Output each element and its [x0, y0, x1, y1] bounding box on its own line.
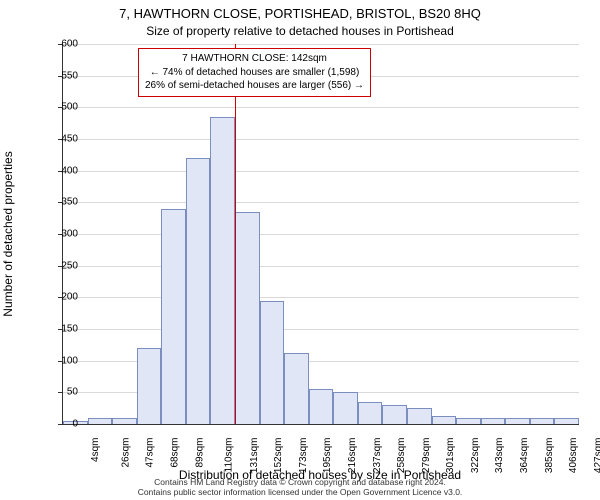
histogram-bar [161, 209, 186, 424]
annotation-line3: 26% of semi-detached houses are larger (… [145, 79, 364, 93]
y-tick-label: 400 [38, 165, 78, 176]
histogram-bar [407, 408, 432, 424]
y-tick-label: 500 [38, 102, 78, 113]
histogram-bar [382, 405, 407, 424]
x-tick-label: 4sqm [90, 438, 101, 462]
histogram-bar [505, 418, 530, 424]
histogram-bar [333, 392, 358, 424]
gridline [63, 202, 579, 203]
histogram-bar [88, 418, 113, 424]
y-tick-label: 300 [38, 229, 78, 240]
reference-line [235, 44, 236, 424]
histogram-bar [186, 158, 211, 424]
gridline [63, 266, 579, 267]
annotation-box: 7 HAWTHORN CLOSE: 142sqm← 74% of detache… [138, 48, 371, 97]
histogram-bar [432, 416, 457, 424]
y-tick-label: 50 [38, 387, 78, 398]
histogram-bar [358, 402, 383, 424]
histogram-bar [137, 348, 162, 424]
footer-line1: Contains HM Land Registry data © Crown c… [154, 477, 446, 487]
footer-attribution: Contains HM Land Registry data © Crown c… [0, 477, 600, 498]
gridline [63, 234, 579, 235]
y-tick-label: 100 [38, 355, 78, 366]
title-main: 7, HAWTHORN CLOSE, PORTISHEAD, BRISTOL, … [0, 6, 600, 21]
histogram-bar [481, 418, 506, 424]
y-tick-label: 550 [38, 70, 78, 81]
annotation-line2: ← 74% of detached houses are smaller (1,… [145, 66, 364, 80]
x-tick-label: 89sqm [194, 438, 205, 468]
histogram-bar [456, 418, 481, 424]
histogram-bar [530, 418, 555, 424]
y-tick-label: 200 [38, 292, 78, 303]
footer-line2: Contains public sector information licen… [138, 487, 463, 497]
y-tick-label: 350 [38, 197, 78, 208]
histogram-bar [210, 117, 235, 424]
x-tick-label: 427sqm [593, 438, 600, 474]
gridline [63, 139, 579, 140]
x-tick-label: 47sqm [145, 438, 156, 468]
y-tick-label: 150 [38, 324, 78, 335]
gridline [63, 329, 579, 330]
histogram-bar [235, 212, 260, 424]
gridline [63, 171, 579, 172]
histogram-bar [284, 353, 309, 424]
y-tick-label: 0 [38, 419, 78, 430]
title-sub: Size of property relative to detached ho… [0, 24, 600, 38]
gridline [63, 44, 579, 45]
y-tick-label: 450 [38, 134, 78, 145]
y-tick-label: 600 [38, 39, 78, 50]
histogram-bar [309, 389, 334, 424]
histogram-bar [554, 418, 579, 424]
annotation-line1: 7 HAWTHORN CLOSE: 142sqm [145, 52, 364, 66]
gridline [63, 297, 579, 298]
y-tick-label: 250 [38, 260, 78, 271]
x-tick-label: 68sqm [170, 438, 181, 468]
x-tick-label: 26sqm [120, 438, 131, 468]
histogram-bar [112, 418, 137, 424]
y-axis-label: Number of detached properties [1, 151, 15, 316]
gridline [63, 107, 579, 108]
histogram-bar [260, 301, 285, 425]
chart-plot-area: 7 HAWTHORN CLOSE: 142sqm← 74% of detache… [62, 44, 579, 425]
